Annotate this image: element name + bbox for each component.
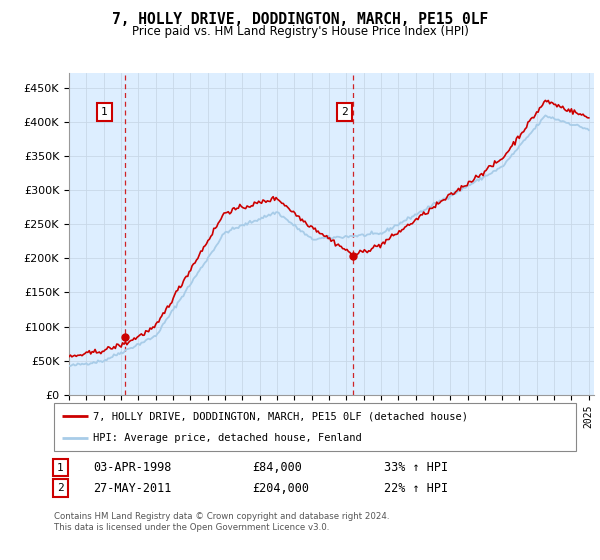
Text: 7, HOLLY DRIVE, DODDINGTON, MARCH, PE15 0LF (detached house): 7, HOLLY DRIVE, DODDINGTON, MARCH, PE15 … xyxy=(93,411,468,421)
Text: Price paid vs. HM Land Registry's House Price Index (HPI): Price paid vs. HM Land Registry's House … xyxy=(131,25,469,38)
Text: 22% ↑ HPI: 22% ↑ HPI xyxy=(384,482,448,495)
Text: 27-MAY-2011: 27-MAY-2011 xyxy=(93,482,172,495)
Text: 1: 1 xyxy=(101,107,108,116)
FancyBboxPatch shape xyxy=(54,403,576,451)
Text: 2: 2 xyxy=(341,107,348,116)
Text: HPI: Average price, detached house, Fenland: HPI: Average price, detached house, Fenl… xyxy=(93,433,362,443)
Text: £204,000: £204,000 xyxy=(252,482,309,495)
Text: 2: 2 xyxy=(57,483,64,493)
Text: 1: 1 xyxy=(57,463,64,473)
Text: £84,000: £84,000 xyxy=(252,461,302,474)
Text: 33% ↑ HPI: 33% ↑ HPI xyxy=(384,461,448,474)
Text: 7, HOLLY DRIVE, DODDINGTON, MARCH, PE15 0LF: 7, HOLLY DRIVE, DODDINGTON, MARCH, PE15 … xyxy=(112,12,488,27)
Text: 03-APR-1998: 03-APR-1998 xyxy=(93,461,172,474)
Text: Contains HM Land Registry data © Crown copyright and database right 2024.
This d: Contains HM Land Registry data © Crown c… xyxy=(54,512,389,532)
